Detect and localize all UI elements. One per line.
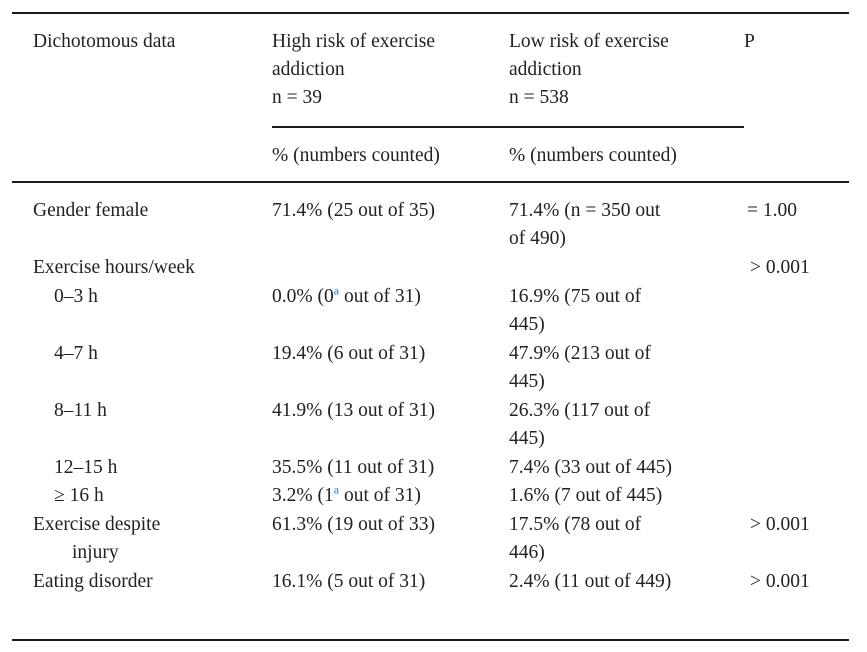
row-label: ≥ 16 h — [54, 485, 104, 506]
cell-low: 1.6% (7 out of 445) — [509, 485, 663, 506]
cell-low: 2.4% (11 out of 449) — [509, 571, 672, 592]
header-sub3: % (numbers counted) — [509, 145, 677, 166]
header-col4: P — [744, 31, 755, 52]
cell-high: 35.5% (11 out of 31) — [272, 457, 435, 478]
cell-p: > 0.001 — [750, 257, 810, 278]
cell-low: 17.5% (78 out of — [509, 514, 642, 535]
cell-low: 47.9% (213 out of — [509, 343, 651, 364]
row-label: Gender female — [33, 200, 149, 221]
cell-low-cont: 445) — [509, 371, 545, 392]
cell-high-value: 0.0% (0 — [272, 286, 334, 307]
cell-p: = 1.00 — [747, 200, 797, 221]
cell-high: 41.9% (13 out of 31) — [272, 400, 436, 421]
cell-p: > 0.001 — [750, 514, 810, 535]
cell-high-value: 3.2% (1 — [272, 485, 334, 506]
cell-high: 3.2% (1a out of 31) — [272, 482, 421, 510]
row-label: Exercise despite — [33, 514, 161, 535]
top-rule — [12, 12, 849, 14]
cell-p: > 0.001 — [750, 571, 810, 592]
cell-high: 71.4% (25 out of 35) — [272, 200, 436, 221]
cell-low-cont: 445) — [509, 428, 545, 449]
cell-high-rest: out of 31) — [339, 485, 421, 506]
cell-high: 19.4% (6 out of 31) — [272, 343, 426, 364]
cell-low-cont: 445) — [509, 314, 545, 335]
cell-low-cont: of 490) — [509, 228, 566, 249]
header-col2-line2: addiction — [272, 59, 345, 80]
footnote-marker: a — [333, 482, 340, 497]
footnote-marker: a — [333, 283, 340, 298]
header-col3-line2: addiction — [509, 59, 582, 80]
row-label: Eating disorder — [33, 571, 153, 592]
header-col2-line1: High risk of exercise — [272, 31, 435, 52]
cell-low: 26.3% (117 out of — [509, 400, 651, 421]
header-col3-line3: n = 538 — [509, 87, 569, 108]
header-mid-rule — [272, 126, 744, 128]
row-label: 12–15 h — [54, 457, 118, 478]
header-col1: Dichotomous data — [33, 31, 176, 52]
header-col2-line3: n = 39 — [272, 87, 322, 108]
row-label: 0–3 h — [54, 286, 98, 307]
bottom-rule — [12, 639, 849, 641]
row-label: 8–11 h — [54, 400, 107, 421]
header-sub2: % (numbers counted) — [272, 145, 440, 166]
header-bottom-rule — [12, 181, 849, 183]
cell-high: 61.3% (19 out of 33) — [272, 514, 436, 535]
cell-high: 16.1% (5 out of 31) — [272, 571, 426, 592]
cell-low-cont: 446) — [509, 542, 545, 563]
cell-high-rest: out of 31) — [339, 286, 421, 307]
cell-low: 16.9% (75 out of — [509, 286, 642, 307]
row-label: Exercise hours/week — [33, 257, 195, 278]
row-label: 4–7 h — [54, 343, 98, 364]
header-col3-line1: Low risk of exercise — [509, 31, 669, 52]
cell-low: 71.4% (n = 350 out — [509, 200, 661, 221]
row-label-cont: injury — [72, 542, 119, 563]
cell-low: 7.4% (33 out of 445) — [509, 457, 673, 478]
cell-high: 0.0% (0a out of 31) — [272, 283, 421, 311]
